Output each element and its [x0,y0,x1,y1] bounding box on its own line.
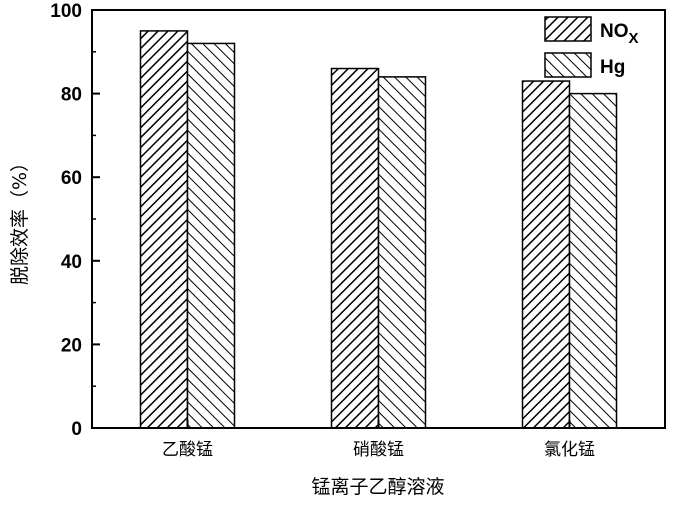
x-category-label: 乙酸锰 [162,440,213,460]
x-category-label: 氯化锰 [544,440,595,460]
legend-swatch-hg [545,53,591,77]
x-axis-title: 锰离子乙醇溶液 [311,476,444,498]
bar-nox-1 [141,31,188,428]
bar-nox-2 [332,69,379,428]
y-tick-label: 60 [61,168,82,189]
legend-label-nox: NOX [600,21,639,47]
bar-hg-3 [570,94,617,428]
y-tick-label: 20 [61,335,82,356]
y-axis-title: 脱除效率（%） [9,153,31,285]
bar-nox-3 [523,81,570,428]
x-category-label: 硝酸锰 [353,440,404,460]
legend: NOX Hg [545,17,639,78]
legend-label-hg: Hg [600,57,625,78]
y-tick-label: 0 [71,419,82,440]
legend-swatch-nox [545,17,591,41]
y-tick-label: 80 [61,85,82,106]
bar-hg-1 [188,43,235,428]
bars-layer [141,31,617,428]
y-tick-label: 100 [50,1,82,22]
y-tick-label: 40 [61,252,82,273]
bar-hg-2 [379,77,426,428]
